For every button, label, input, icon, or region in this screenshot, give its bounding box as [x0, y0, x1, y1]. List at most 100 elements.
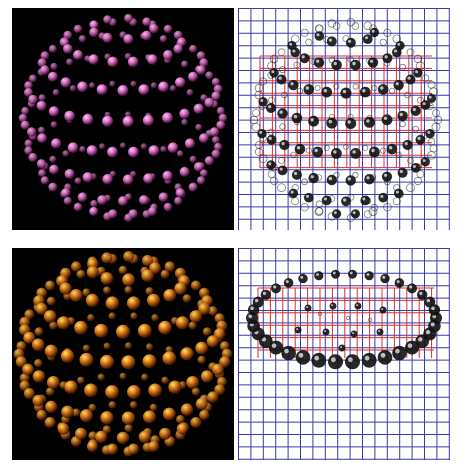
- marker-dot: [416, 170, 425, 179]
- sphere-dot: [149, 403, 158, 412]
- sphere-dot: [213, 84, 223, 94]
- sphere-dot: [45, 400, 58, 413]
- marker-highlight: [362, 89, 366, 93]
- sphere-dot: [103, 286, 111, 295]
- sphere-dot: [72, 408, 81, 417]
- sphere-dot: [108, 312, 116, 320]
- marker-dot: [290, 47, 301, 58]
- marker-highlight: [342, 89, 347, 94]
- marker-dot: [331, 59, 342, 71]
- sphere-dot: [105, 296, 120, 310]
- sphere-dot: [119, 372, 127, 380]
- marker-highlight: [289, 42, 293, 46]
- marker-dot: [382, 53, 393, 64]
- sphere-dot: [124, 286, 133, 294]
- sphere-dot: [140, 143, 147, 150]
- sphere-dot: [219, 341, 230, 351]
- sphere-dot: [141, 269, 154, 282]
- sphere-dot: [142, 114, 154, 126]
- sphere-dot: [99, 143, 106, 150]
- marker-dot: [379, 306, 387, 314]
- marker-dot: [294, 143, 306, 155]
- marker-dot: [332, 209, 342, 219]
- sphere-dot: [49, 164, 59, 175]
- marker-highlight: [427, 130, 431, 134]
- sphere-dot: [47, 376, 60, 389]
- marker-dot: [314, 271, 324, 281]
- sphere-dot: [204, 156, 214, 166]
- sphere-dot: [79, 409, 93, 423]
- sphere-dot: [40, 65, 50, 75]
- sphere-dot: [175, 188, 185, 198]
- marker-highlight: [290, 82, 294, 86]
- marker-dot: [298, 273, 308, 284]
- orange-sphere-render: [12, 248, 234, 460]
- sphere-dot: [24, 81, 33, 90]
- marker-dot: [415, 134, 426, 145]
- sphere-dot: [143, 173, 154, 184]
- marker-dot: [301, 178, 308, 186]
- marker-dot: [294, 326, 302, 334]
- sphere-dot: [208, 306, 218, 316]
- marker-dot: [304, 304, 312, 312]
- sphere-dot: [77, 192, 88, 202]
- marker-highlight: [333, 61, 337, 66]
- sphere-dot: [46, 296, 56, 306]
- marker-dot: [413, 68, 423, 78]
- sphere-dot: [151, 314, 159, 322]
- marker-dot: [266, 160, 276, 170]
- marker-dot: [412, 125, 420, 133]
- marker-dot: [308, 115, 319, 127]
- sphere-dot: [73, 202, 83, 212]
- marker-dot: [311, 352, 327, 368]
- marker-highlight: [426, 298, 430, 303]
- sphere-dot: [56, 316, 71, 330]
- sphere-dot: [176, 150, 184, 157]
- sphere-dot: [103, 15, 112, 24]
- sphere-dot: [196, 65, 206, 75]
- sphere-dot: [44, 344, 58, 358]
- marker-dot: [407, 157, 414, 164]
- marker-dot: [426, 93, 437, 104]
- sphere-dot: [102, 174, 113, 185]
- sphere-dot: [120, 142, 126, 149]
- marker-dot: [276, 74, 287, 85]
- sphere-dot: [28, 152, 38, 162]
- sphere-dot: [175, 316, 190, 330]
- marker-dot: [393, 79, 404, 91]
- marker-dot: [378, 192, 388, 203]
- marker-highlight: [333, 150, 337, 154]
- marker-highlight: [348, 357, 353, 363]
- marker-dot: [383, 202, 392, 212]
- marker-highlight: [268, 136, 272, 140]
- marker-highlight: [399, 112, 403, 117]
- marker-dot: [296, 87, 304, 95]
- marker-dot: [315, 200, 323, 208]
- sphere-dot: [79, 352, 94, 367]
- marker-highlight: [250, 306, 254, 311]
- marker-dot: [404, 91, 411, 99]
- sphere-dot: [161, 376, 169, 384]
- marker-dot: [279, 123, 286, 130]
- sphere-dot: [116, 324, 130, 339]
- sphere-dot: [125, 111, 132, 118]
- sphere-dot: [124, 342, 132, 350]
- marker-dot: [345, 354, 360, 370]
- sphere-dot: [159, 427, 172, 440]
- marker-dot: [258, 97, 268, 107]
- sphere-dot: [100, 411, 114, 425]
- sphere-dot: [212, 136, 220, 144]
- sphere-dot: [123, 34, 134, 45]
- sphere-dot: [15, 356, 27, 368]
- marker-dot: [322, 328, 330, 336]
- sphere-dot: [49, 321, 58, 330]
- marker-dot: [323, 144, 330, 151]
- marker-highlight: [425, 330, 431, 335]
- marker-dot: [345, 175, 356, 186]
- grid-ring-overlay: [238, 248, 450, 460]
- marker-dot: [254, 83, 264, 93]
- marker-highlight: [395, 190, 399, 194]
- orange-sphere-render-panel: [12, 248, 234, 460]
- sphere-dot: [64, 110, 75, 122]
- marker-dot: [260, 289, 271, 300]
